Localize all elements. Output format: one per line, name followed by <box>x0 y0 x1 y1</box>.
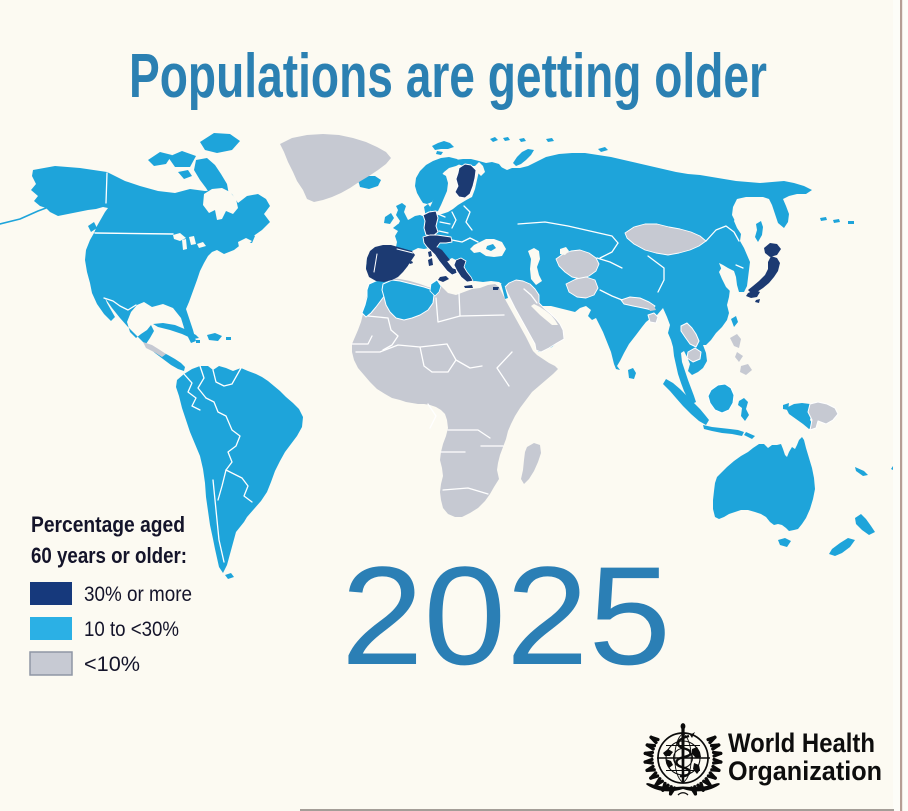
svg-text:Percentage aged: Percentage aged <box>31 512 185 537</box>
svg-text:Populations are getting older: Populations are getting older <box>129 42 767 111</box>
svg-text:Organization: Organization <box>728 756 882 786</box>
svg-text:10 to <30%: 10 to <30% <box>84 618 179 641</box>
svg-text:World Health: World Health <box>728 728 875 758</box>
svg-text:30% or more: 30% or more <box>84 583 192 606</box>
svg-text:2025: 2025 <box>341 537 671 694</box>
svg-text:<10%: <10% <box>84 653 140 676</box>
svg-text:60 years or older:: 60 years or older: <box>31 543 187 568</box>
